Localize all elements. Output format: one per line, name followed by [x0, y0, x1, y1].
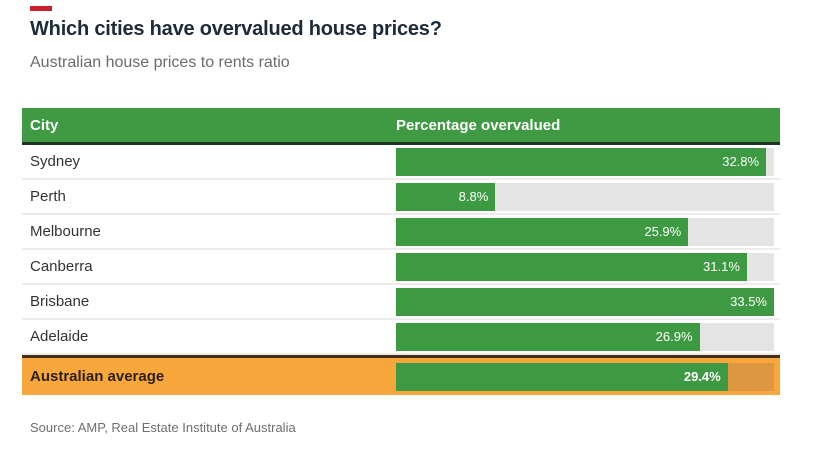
source-attribution: Source: AMP, Real Estate Institute of Au…	[30, 420, 296, 435]
bar-value-label: 29.4%	[683, 369, 721, 384]
city-label: Perth	[30, 188, 66, 205]
page-subtitle: Australian house prices to rents ratio	[30, 54, 290, 71]
table-row: Adelaide 26.9%	[22, 320, 780, 355]
table-row: Brisbane 33.5%	[22, 285, 780, 320]
table-header-row: City Percentage overvalued	[22, 108, 780, 145]
bar-value-label: 25.9%	[644, 224, 682, 239]
bar-cell: 33.5%	[396, 287, 780, 316]
bar-value-label: 32.8%	[722, 154, 760, 169]
bar-track: 32.8%	[396, 147, 774, 176]
value-bar: 8.8%	[396, 182, 496, 211]
city-label: Canberra	[30, 258, 93, 275]
bar-cell: 8.8%	[396, 182, 780, 211]
bar-cell: 25.9%	[396, 217, 780, 246]
table-row-australian-average: Australian average 29.4%	[22, 355, 780, 395]
bar-track: 29.4%	[396, 362, 774, 391]
bar-cell: 29.4%	[396, 362, 780, 391]
city-label: Brisbane	[30, 293, 90, 310]
bar-value-label: 26.9%	[655, 329, 693, 344]
bar-track: 31.1%	[396, 252, 774, 281]
bar-chart-table: City Percentage overvalued Sydney 32.8% …	[22, 108, 780, 395]
city-label: Sydney	[30, 153, 81, 170]
bar-value-label: 8.8%	[458, 189, 489, 204]
page-title: Which cities have overvalued house price…	[30, 18, 442, 40]
bar-track: 8.8%	[396, 182, 774, 211]
city-label: Melbourne	[30, 223, 101, 240]
bar-track: 33.5%	[396, 287, 774, 316]
table-row: Canberra 31.1%	[22, 250, 780, 285]
red-accent-dash-icon	[30, 6, 52, 11]
value-bar: 25.9%	[396, 217, 689, 246]
value-bar: 32.8%	[396, 147, 767, 176]
table-row: Melbourne 25.9%	[22, 215, 780, 250]
value-bar: 33.5%	[396, 287, 774, 316]
table-row: Sydney 32.8%	[22, 145, 780, 180]
bar-cell: 32.8%	[396, 147, 780, 176]
bar-value-label: 31.1%	[703, 259, 740, 274]
bar-cell: 31.1%	[396, 252, 780, 281]
city-label: Adelaide	[30, 328, 89, 345]
header-percentage-overvalued: Percentage overvalued	[396, 116, 561, 134]
bar-value-label: 33.5%	[730, 294, 767, 309]
city-label: Australian average	[30, 368, 165, 385]
table-row: Perth 8.8%	[22, 180, 780, 215]
value-bar: 26.9%	[396, 322, 700, 351]
value-bar: 29.4%	[396, 362, 728, 391]
bar-track: 26.9%	[396, 322, 774, 351]
value-bar: 31.1%	[396, 252, 747, 281]
bar-cell: 26.9%	[396, 322, 780, 351]
bar-track: 25.9%	[396, 217, 774, 246]
header-city: City	[30, 116, 59, 134]
